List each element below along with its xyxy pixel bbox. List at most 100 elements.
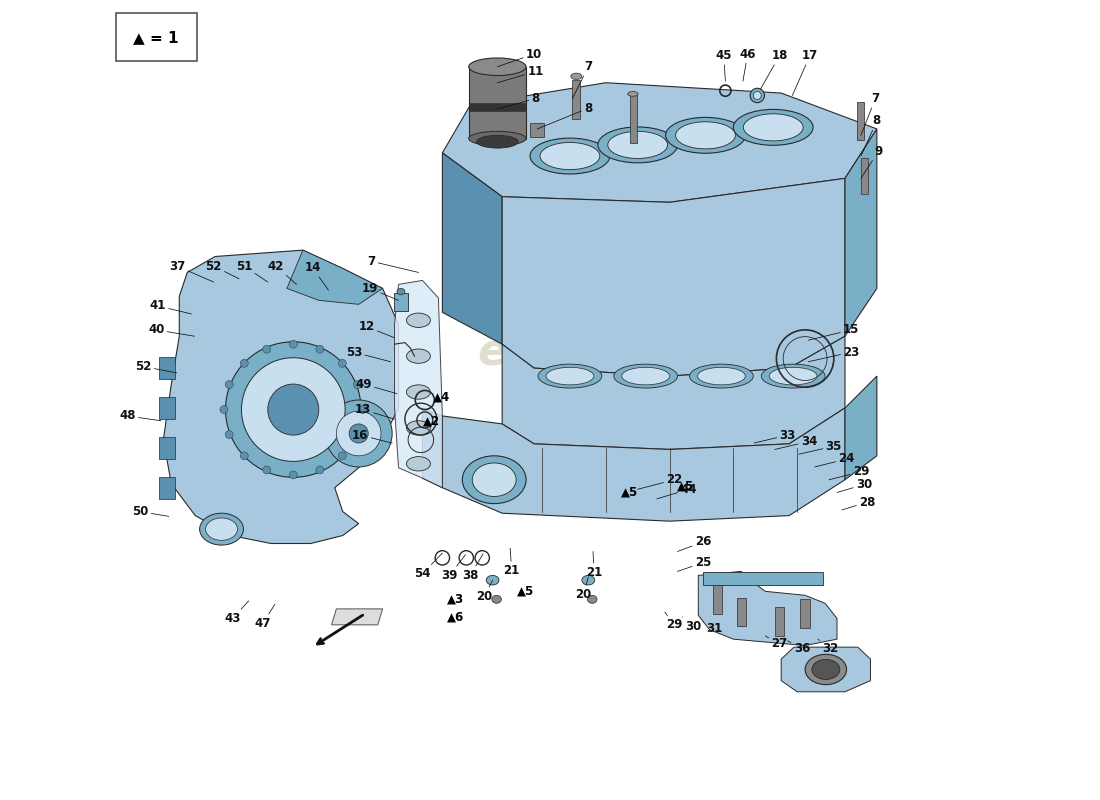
Text: 28: 28 [842,495,876,510]
Ellipse shape [805,654,847,685]
Bar [160,397,175,419]
Ellipse shape [675,122,736,149]
Text: 37: 37 [168,259,213,282]
Text: elcodi ps: elcodi ps [478,330,702,374]
FancyBboxPatch shape [116,14,197,61]
Text: 41: 41 [150,299,191,314]
Ellipse shape [486,575,499,585]
Bar [469,66,526,138]
Ellipse shape [769,367,817,385]
Ellipse shape [407,349,430,363]
Text: 29: 29 [664,612,683,631]
Text: 8: 8 [861,114,881,156]
Text: 7: 7 [572,60,592,98]
Ellipse shape [397,288,405,294]
Bar [572,79,581,119]
Ellipse shape [750,88,764,102]
Circle shape [339,359,346,367]
Ellipse shape [546,367,594,385]
Text: 16: 16 [352,429,392,443]
Circle shape [242,358,345,462]
Ellipse shape [206,518,238,540]
Circle shape [326,400,393,467]
Circle shape [240,359,249,367]
Ellipse shape [476,135,518,148]
Text: 18: 18 [760,49,788,89]
Polygon shape [395,281,442,488]
Bar [629,95,637,143]
Text: 42: 42 [267,259,297,285]
Text: 20: 20 [575,577,592,601]
Ellipse shape [734,110,813,146]
Text: 45: 45 [715,49,732,81]
Text: 20: 20 [476,580,493,602]
Text: 54: 54 [415,553,442,580]
Text: ▲5: ▲5 [517,585,535,598]
Circle shape [353,381,362,389]
Ellipse shape [472,463,516,497]
Circle shape [353,430,362,438]
Text: ▲3: ▲3 [448,593,464,606]
Polygon shape [442,408,845,521]
Text: 49: 49 [355,378,397,394]
Circle shape [359,406,366,414]
Text: 29: 29 [829,466,869,480]
Text: 43: 43 [224,601,249,625]
Ellipse shape [697,367,746,385]
Bar [737,598,746,626]
Polygon shape [781,647,870,692]
Text: 38: 38 [462,554,483,582]
Circle shape [263,466,271,474]
Text: 10: 10 [497,47,542,66]
Ellipse shape [812,659,839,679]
Bar [469,103,526,111]
Text: 34: 34 [774,435,817,450]
Ellipse shape [571,73,582,79]
Ellipse shape [407,457,430,471]
Text: 27: 27 [766,636,788,650]
Text: ▲5: ▲5 [621,486,638,499]
Bar [160,357,175,379]
Circle shape [226,381,233,389]
Text: 14: 14 [305,261,329,290]
Ellipse shape [614,364,678,388]
Text: 7: 7 [861,92,879,135]
Text: 52: 52 [135,360,177,373]
Ellipse shape [761,364,825,388]
Text: 53: 53 [345,346,390,362]
Ellipse shape [407,421,430,435]
Bar [857,102,865,140]
Polygon shape [163,250,398,543]
Text: 8: 8 [537,102,593,129]
Text: 7: 7 [367,254,418,273]
Ellipse shape [744,114,803,141]
Text: 32: 32 [818,639,838,655]
Ellipse shape [540,142,600,170]
Text: 39: 39 [441,554,465,582]
Ellipse shape [582,575,595,585]
Bar [394,293,408,310]
Text: 33: 33 [755,429,795,443]
Ellipse shape [538,364,602,388]
Text: 36: 36 [788,641,810,655]
Ellipse shape [469,58,526,75]
Ellipse shape [666,118,746,154]
Text: 24: 24 [815,453,855,467]
Text: a passion: a passion [504,407,675,441]
Circle shape [289,340,297,348]
Text: 11: 11 [497,65,543,82]
Text: 25: 25 [678,556,712,571]
Text: 30: 30 [682,617,702,633]
Text: 30: 30 [837,478,872,493]
Ellipse shape [690,364,754,388]
Circle shape [240,452,249,460]
Ellipse shape [199,514,243,545]
Ellipse shape [621,367,670,385]
Polygon shape [845,376,877,480]
Text: ▲4: ▲4 [433,390,450,403]
Text: ▲ = 1: ▲ = 1 [133,30,179,45]
Polygon shape [422,408,442,488]
Circle shape [220,406,228,414]
Polygon shape [698,571,837,646]
Ellipse shape [754,91,761,99]
